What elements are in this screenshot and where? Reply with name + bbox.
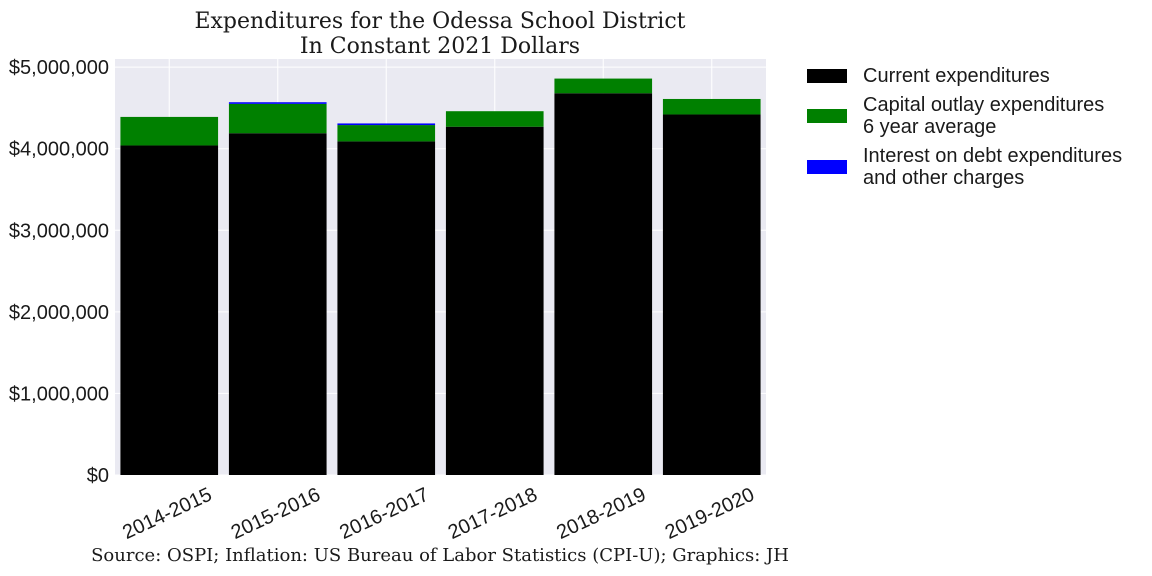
legend-swatch-series-2 [807,160,847,174]
bar-segment-series-1-2017-2018 [445,111,544,127]
legend-swatch-series-1 [807,109,847,123]
y-tick-label: $3,000,000 [9,220,109,242]
y-tick-label: $5,000,000 [9,57,109,79]
bar-segment-series-0-2015-2016 [228,133,327,475]
bar-segment-series-1-2015-2016 [228,103,327,134]
y-tick-label: $4,000,000 [9,139,109,161]
bar-segment-series-1-2016-2017 [337,125,436,142]
bar-segment-series-0-2018-2019 [554,93,653,476]
x-axis: 2014-2015 2015-2016 2016-2017 2017-2018 2018… [119,484,757,544]
bar-segment-series-1-2014-2015 [120,116,219,146]
bar-segment-series-0-2014-2015 [120,145,219,475]
y-tick-label: $0 [87,465,109,487]
x-tick-label: 2014-2015 [119,484,215,544]
bar-segment-series-0-2016-2017 [337,141,436,475]
bar-segment-series-2-2015-2016 [228,102,327,104]
x-tick-label: 2016-2017 [336,484,432,544]
x-tick-label: 2019-2020 [662,484,758,544]
bars [120,78,761,476]
y-tick-label: $2,000,000 [9,302,109,324]
bar-segment-series-1-2018-2019 [554,78,653,94]
chart-subtitle: In Constant 2021 Dollars [300,34,580,59]
chart-source-caption: Source: OSPI; Inflation: US Bureau of La… [91,545,789,566]
legend-label-series-1: Capital outlay expenditures 6 year averag… [863,94,1104,138]
legend-label-series-0: Current expenditures [863,65,1050,87]
bar-segment-series-2-2016-2017 [337,123,436,126]
bar-segment-series-0-2019-2020 [662,114,761,475]
y-axis: $0 $1,000,000 $2,000,000 $3,000,000 $4,000,0… [9,57,109,487]
legend-label-series-2: Interest on debt expenditures and other c… [863,145,1122,189]
legend-swatch-series-0 [807,69,847,83]
plot-area [115,59,766,475]
bar-segment-series-0-2017-2018 [445,126,544,475]
x-tick-label: 2018-2019 [553,484,649,544]
bar-segment-series-1-2019-2020 [662,98,761,115]
legend: Current expenditures Capital outlay expen… [807,65,1122,189]
x-tick-label: 2015-2016 [228,484,324,544]
chart-title: Expenditures for the Odessa School Distr… [194,9,685,34]
y-tick-label: $1,000,000 [9,383,109,405]
x-tick-label: 2017-2018 [445,484,541,544]
